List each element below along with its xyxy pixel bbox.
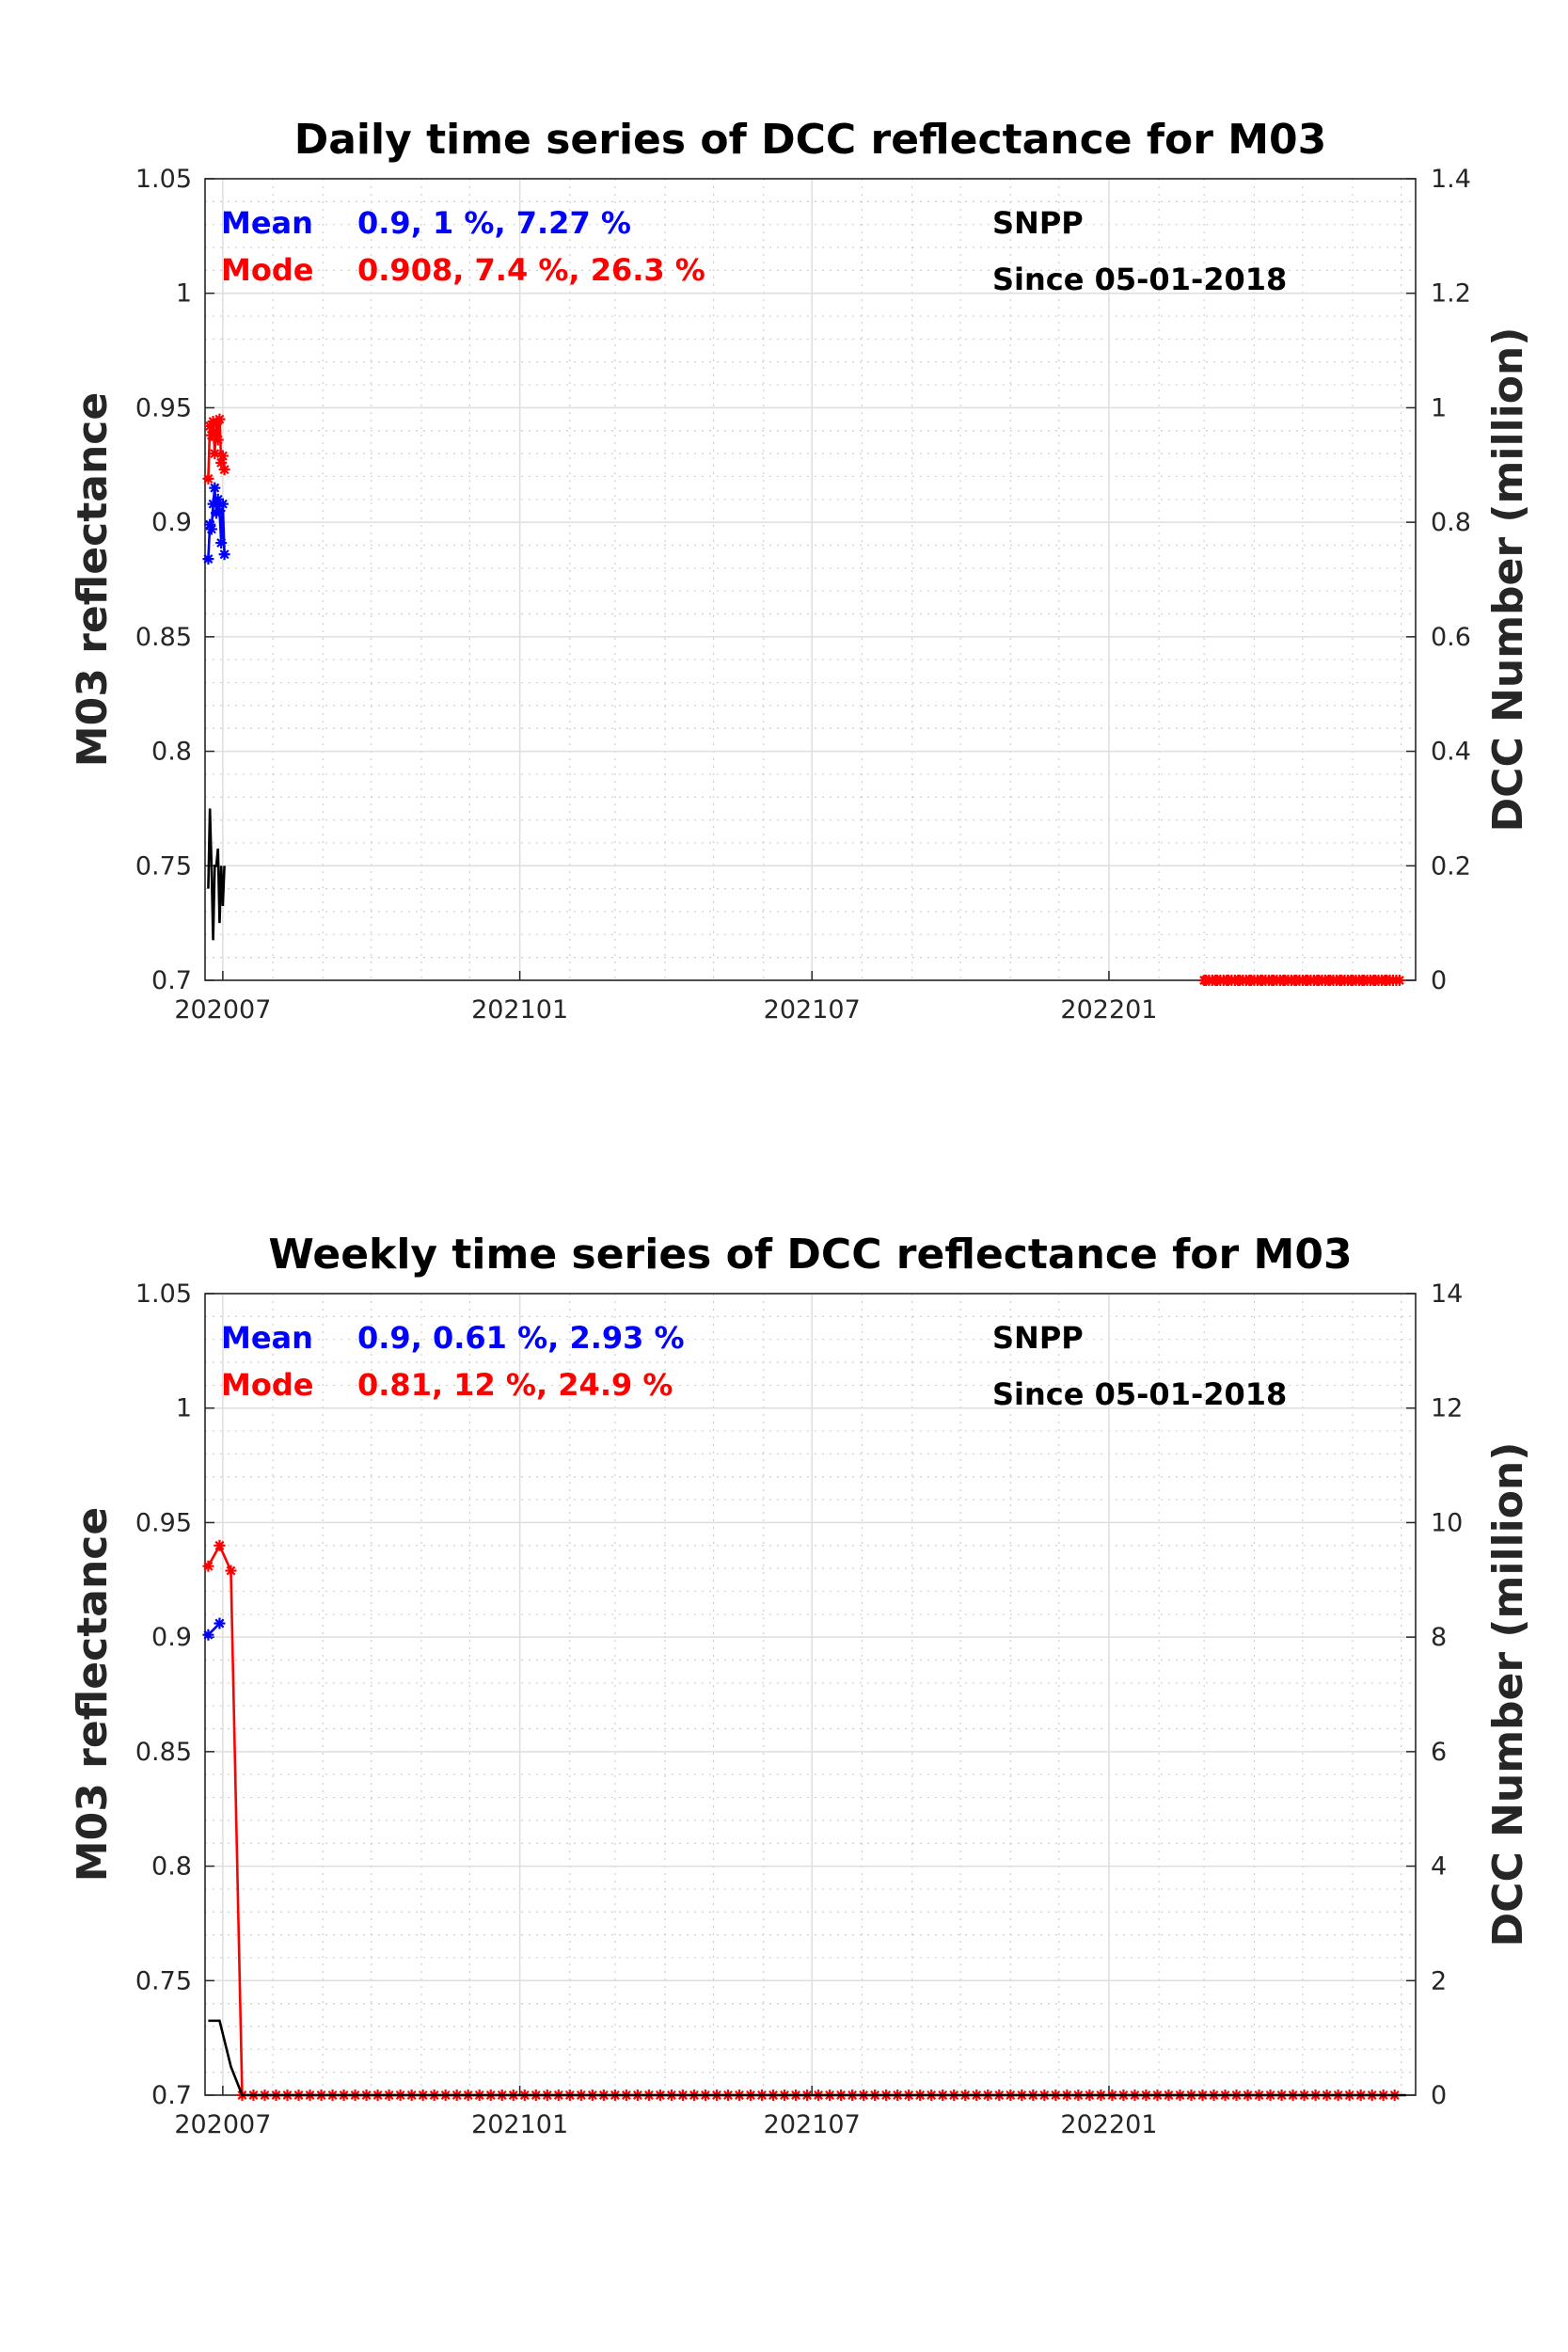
y-tick-label-left: 0.75 <box>135 851 192 881</box>
y-axis-label-left: M03 reflectance <box>69 392 117 767</box>
mode-point <box>214 1539 226 1551</box>
y-tick-label-right: 0 <box>1431 2081 1447 2110</box>
mode-value: 0.908, 7.4 %, 26.3 % <box>357 252 705 288</box>
y-tick-label-right: 12 <box>1431 1394 1463 1423</box>
axes-frame <box>204 178 1417 981</box>
mean-point <box>205 523 217 535</box>
mean-point <box>204 518 216 531</box>
x-tick-label: 202107 <box>764 995 861 1025</box>
mode-value: 0.81, 12 %, 24.9 % <box>357 1367 673 1403</box>
y-axis-label-left: M03 reflectance <box>69 1507 117 1882</box>
mode-label: Mode <box>221 1367 313 1403</box>
mode-point <box>212 434 224 446</box>
dcc-number-line <box>207 808 226 941</box>
y-tick-label-left: 0.75 <box>135 1966 192 1995</box>
y-tick-label-right: 14 <box>1431 1279 1463 1309</box>
mean-label: Mean <box>221 205 313 241</box>
mean-point <box>214 1617 226 1629</box>
x-tick-label: 202201 <box>1060 2110 1157 2139</box>
mean-point <box>202 1629 214 1641</box>
y-tick-label-right: 0.4 <box>1431 738 1471 767</box>
y-tick-label-left: 0.8 <box>151 1852 192 1882</box>
mode-point <box>209 448 221 460</box>
y-tick-label-right: 4 <box>1431 1852 1447 1882</box>
y-tick-label-left: 1 <box>176 279 192 309</box>
y-tick-label-right: 1.2 <box>1431 279 1471 309</box>
y-tick-label-left: 0.9 <box>151 1623 192 1652</box>
weekly-chart-panel: 0.7 0.75 0.8 0.85 0.9 0.95 1 1.05 0 2 4 6 8 10 12 14 202… <box>69 1231 1532 2139</box>
y-tick-label-left: 0.85 <box>135 1738 192 1767</box>
y-tick-label-left: 1 <box>176 1394 192 1423</box>
y-tick-label-left: 0.8 <box>151 738 192 767</box>
mode-point <box>205 429 217 441</box>
y-tick-label-right: 6 <box>1431 1738 1447 1767</box>
mode-point <box>225 1565 237 1577</box>
mode-point <box>202 472 214 485</box>
satellite-label: SNPP <box>992 1320 1084 1356</box>
y-tick-label-right: 1 <box>1431 393 1447 422</box>
y-tick-label-left: 0.85 <box>135 623 192 652</box>
y-tick-label-right: 0.2 <box>1431 851 1471 881</box>
mode-point <box>216 450 229 462</box>
y-tick-label-left: 0.95 <box>135 1508 192 1537</box>
mode-point <box>218 464 230 476</box>
mean-point <box>215 537 228 549</box>
plot-area <box>205 179 1416 980</box>
y-tick-label-right: 8 <box>1431 1623 1447 1652</box>
x-tick-label: 202107 <box>764 2110 861 2139</box>
dcc-number-line <box>208 2019 1406 2097</box>
x-tick-label: 202201 <box>1060 995 1157 1025</box>
mean-point <box>216 498 229 510</box>
mean-label: Mean <box>221 1320 313 1356</box>
x-tick-label: 202101 <box>471 2110 568 2139</box>
daily-chart-panel: 0.7 0.75 0.8 0.85 0.9 0.95 1 1.05 0 0.2 0.4 0.6 0.8 1… <box>69 116 1532 1025</box>
y-tick-label-left: 0.95 <box>135 393 192 422</box>
y-tick-label-left: 0.7 <box>151 966 192 995</box>
y-tick-label-right: 10 <box>1431 1508 1463 1537</box>
y-tick-label-right: 2 <box>1431 1966 1447 1995</box>
mean-point <box>212 493 224 505</box>
mean-point <box>207 498 219 510</box>
x-tick-label: 202007 <box>174 995 271 1025</box>
y-tick-label-right: 1.4 <box>1431 165 1471 194</box>
since-date-label: Since 05-01-2018 <box>992 1376 1287 1412</box>
satellite-label: SNPP <box>992 205 1084 241</box>
y-tick-label-left: 1.05 <box>135 165 192 194</box>
y-tick-label-right: 0 <box>1431 966 1447 995</box>
mean-point <box>202 553 214 565</box>
plot-area <box>205 1294 1416 2095</box>
mean-point <box>218 548 230 561</box>
y-axis-label-right: DCC Number (million) <box>1484 1442 1532 1947</box>
series-point <box>1393 975 1405 986</box>
mean-value: 0.9, 1 %, 7.27 % <box>357 205 631 241</box>
mode-point <box>214 413 226 425</box>
mean-value: 0.9, 0.61 %, 2.93 % <box>357 1320 685 1356</box>
x-tick-label: 202007 <box>174 2110 271 2139</box>
mean-point <box>214 504 226 516</box>
y-tick-label-left: 0.7 <box>151 2081 192 2110</box>
chart-title: Daily time series of DCC reflectance for… <box>294 116 1327 164</box>
chart-title: Weekly time series of DCC reflectance fo… <box>268 1231 1352 1279</box>
since-date-label: Since 05-01-2018 <box>992 262 1287 297</box>
x-tick-label: 202101 <box>471 995 568 1025</box>
y-tick-label-left: 1.05 <box>135 1279 192 1309</box>
y-tick-label-right: 0.8 <box>1431 508 1471 537</box>
mode-point <box>202 1560 214 1572</box>
y-tick-label-left: 0.9 <box>151 508 192 537</box>
y-axis-label-right: DCC Number (million) <box>1484 327 1532 833</box>
mode-point <box>215 456 228 469</box>
y-tick-label-right: 0.6 <box>1431 623 1471 652</box>
mean-point <box>209 482 221 494</box>
mode-label: Mode <box>221 252 313 288</box>
